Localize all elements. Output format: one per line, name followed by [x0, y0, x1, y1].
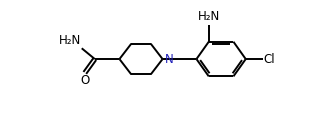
Text: H₂N: H₂N — [198, 10, 220, 23]
Text: O: O — [80, 74, 90, 87]
Text: Cl: Cl — [263, 53, 275, 66]
Text: N: N — [165, 53, 173, 66]
Text: H₂N: H₂N — [59, 34, 81, 47]
